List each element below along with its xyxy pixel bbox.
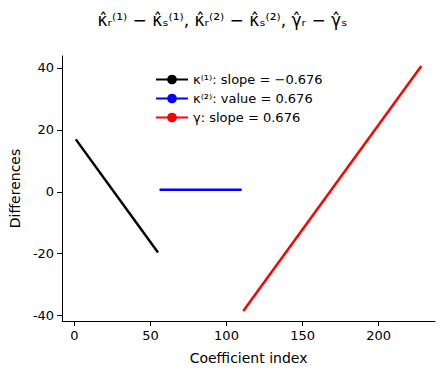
svg-text:κ⁽¹⁾: slope = −0.676: κ⁽¹⁾: slope = −0.676 [193, 72, 323, 87]
svg-text:0: 0 [46, 184, 54, 199]
svg-text:-20: -20 [33, 246, 54, 261]
svg-text:κ̂ᵣ⁽¹⁾ − κ̂ₛ⁽¹⁾, κ̂ᵣ⁽²⁾ − κ̂ₛ⁽: κ̂ᵣ⁽¹⁾ − κ̂ₛ⁽¹⁾, κ̂ᵣ⁽²⁾ − κ̂ₛ⁽²⁾, γ̂ᵣ − … [98, 10, 348, 30]
svg-text:γ: slope = 0.676: γ: slope = 0.676 [193, 110, 300, 125]
svg-text:0: 0 [70, 328, 78, 343]
svg-text:100: 100 [214, 328, 239, 343]
svg-text:Coefficient index: Coefficient index [190, 350, 308, 366]
svg-text:Differences: Differences [7, 149, 23, 228]
svg-text:20: 20 [38, 122, 55, 137]
svg-text:50: 50 [142, 328, 159, 343]
svg-text:200: 200 [366, 328, 391, 343]
svg-text:40: 40 [38, 60, 55, 75]
svg-text:150: 150 [290, 328, 315, 343]
svg-text:-40: -40 [33, 308, 54, 323]
svg-text:κ⁽²⁾: value = 0.676: κ⁽²⁾: value = 0.676 [193, 91, 313, 106]
